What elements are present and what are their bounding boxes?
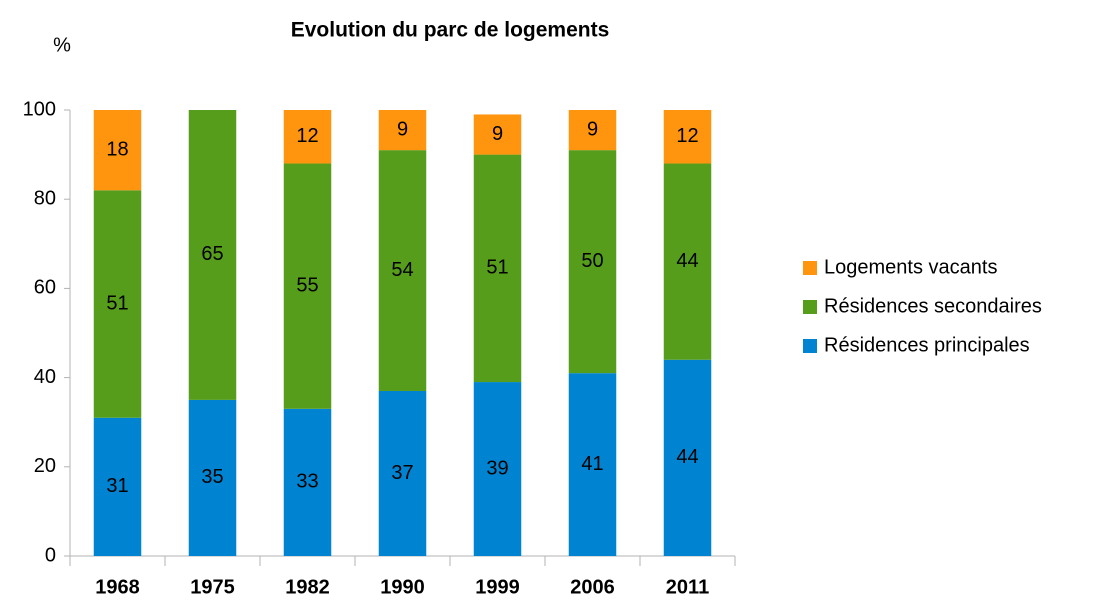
data-label: 9 bbox=[587, 118, 598, 140]
bar-segment bbox=[283, 408, 332, 556]
y-tick-label: 0 bbox=[45, 544, 56, 566]
data-label: 44 bbox=[676, 250, 698, 272]
y-tick-label: 20 bbox=[34, 455, 56, 477]
x-tick-label: 2006 bbox=[570, 576, 615, 598]
legend-swatch bbox=[803, 339, 817, 353]
data-label: 50 bbox=[581, 250, 603, 272]
bar-segment bbox=[283, 110, 332, 164]
data-label: 33 bbox=[296, 471, 318, 493]
data-label: 51 bbox=[486, 257, 508, 279]
x-tick-label: 1990 bbox=[380, 576, 425, 598]
bar-segment bbox=[473, 114, 522, 155]
bar-segment bbox=[473, 382, 522, 556]
data-label: 65 bbox=[201, 243, 223, 265]
y-tick-label: 80 bbox=[34, 187, 56, 209]
data-label: 12 bbox=[296, 125, 318, 147]
chart-title: Evolution du parc de logements bbox=[291, 19, 610, 42]
x-tick-label: 1999 bbox=[475, 576, 520, 598]
bar-segment bbox=[93, 190, 142, 418]
bar-segment bbox=[663, 359, 712, 556]
bar-segment bbox=[473, 154, 522, 383]
y-tick-label: 60 bbox=[34, 277, 56, 299]
bar-segment bbox=[378, 150, 427, 391]
bar-segment bbox=[568, 150, 617, 374]
bar-segment bbox=[283, 163, 332, 409]
data-label: 9 bbox=[492, 123, 503, 145]
data-label: 44 bbox=[676, 446, 698, 468]
data-label: 39 bbox=[486, 457, 508, 479]
legend-label: Résidences secondaires bbox=[824, 295, 1042, 317]
y-tick-label: 40 bbox=[34, 366, 56, 388]
bar-segment bbox=[568, 110, 617, 151]
bar-segment bbox=[93, 110, 142, 191]
bar-segment bbox=[188, 110, 237, 400]
legend-label: Résidences principales bbox=[824, 334, 1030, 356]
bar-segment bbox=[663, 163, 712, 360]
x-tick-label: 2011 bbox=[666, 576, 709, 598]
x-tick-label: 1968 bbox=[95, 576, 140, 598]
bar-segment bbox=[378, 390, 427, 556]
data-label: 41 bbox=[581, 453, 603, 475]
bar-segment bbox=[378, 110, 427, 151]
data-label: 37 bbox=[391, 462, 413, 484]
x-tick-label: 1975 bbox=[190, 576, 235, 598]
data-label: 31 bbox=[106, 475, 128, 497]
bar-segment bbox=[568, 373, 617, 556]
data-label: 12 bbox=[676, 125, 698, 147]
legend-label: Logements vacants bbox=[824, 256, 997, 278]
bar-segment bbox=[663, 110, 712, 164]
bar-segment bbox=[188, 399, 237, 556]
y-tick-label: 100 bbox=[23, 98, 56, 120]
y-axis-label: % bbox=[53, 34, 71, 56]
data-label: 54 bbox=[391, 259, 413, 281]
data-label: 9 bbox=[397, 118, 408, 140]
legend-swatch bbox=[803, 261, 817, 275]
bar-segment bbox=[93, 417, 142, 556]
data-label: 51 bbox=[106, 292, 128, 314]
data-label: 55 bbox=[296, 274, 318, 296]
data-label: 18 bbox=[106, 138, 128, 160]
legend-swatch bbox=[803, 300, 817, 314]
x-tick-label: 1982 bbox=[285, 576, 330, 598]
data-label: 35 bbox=[201, 466, 223, 488]
